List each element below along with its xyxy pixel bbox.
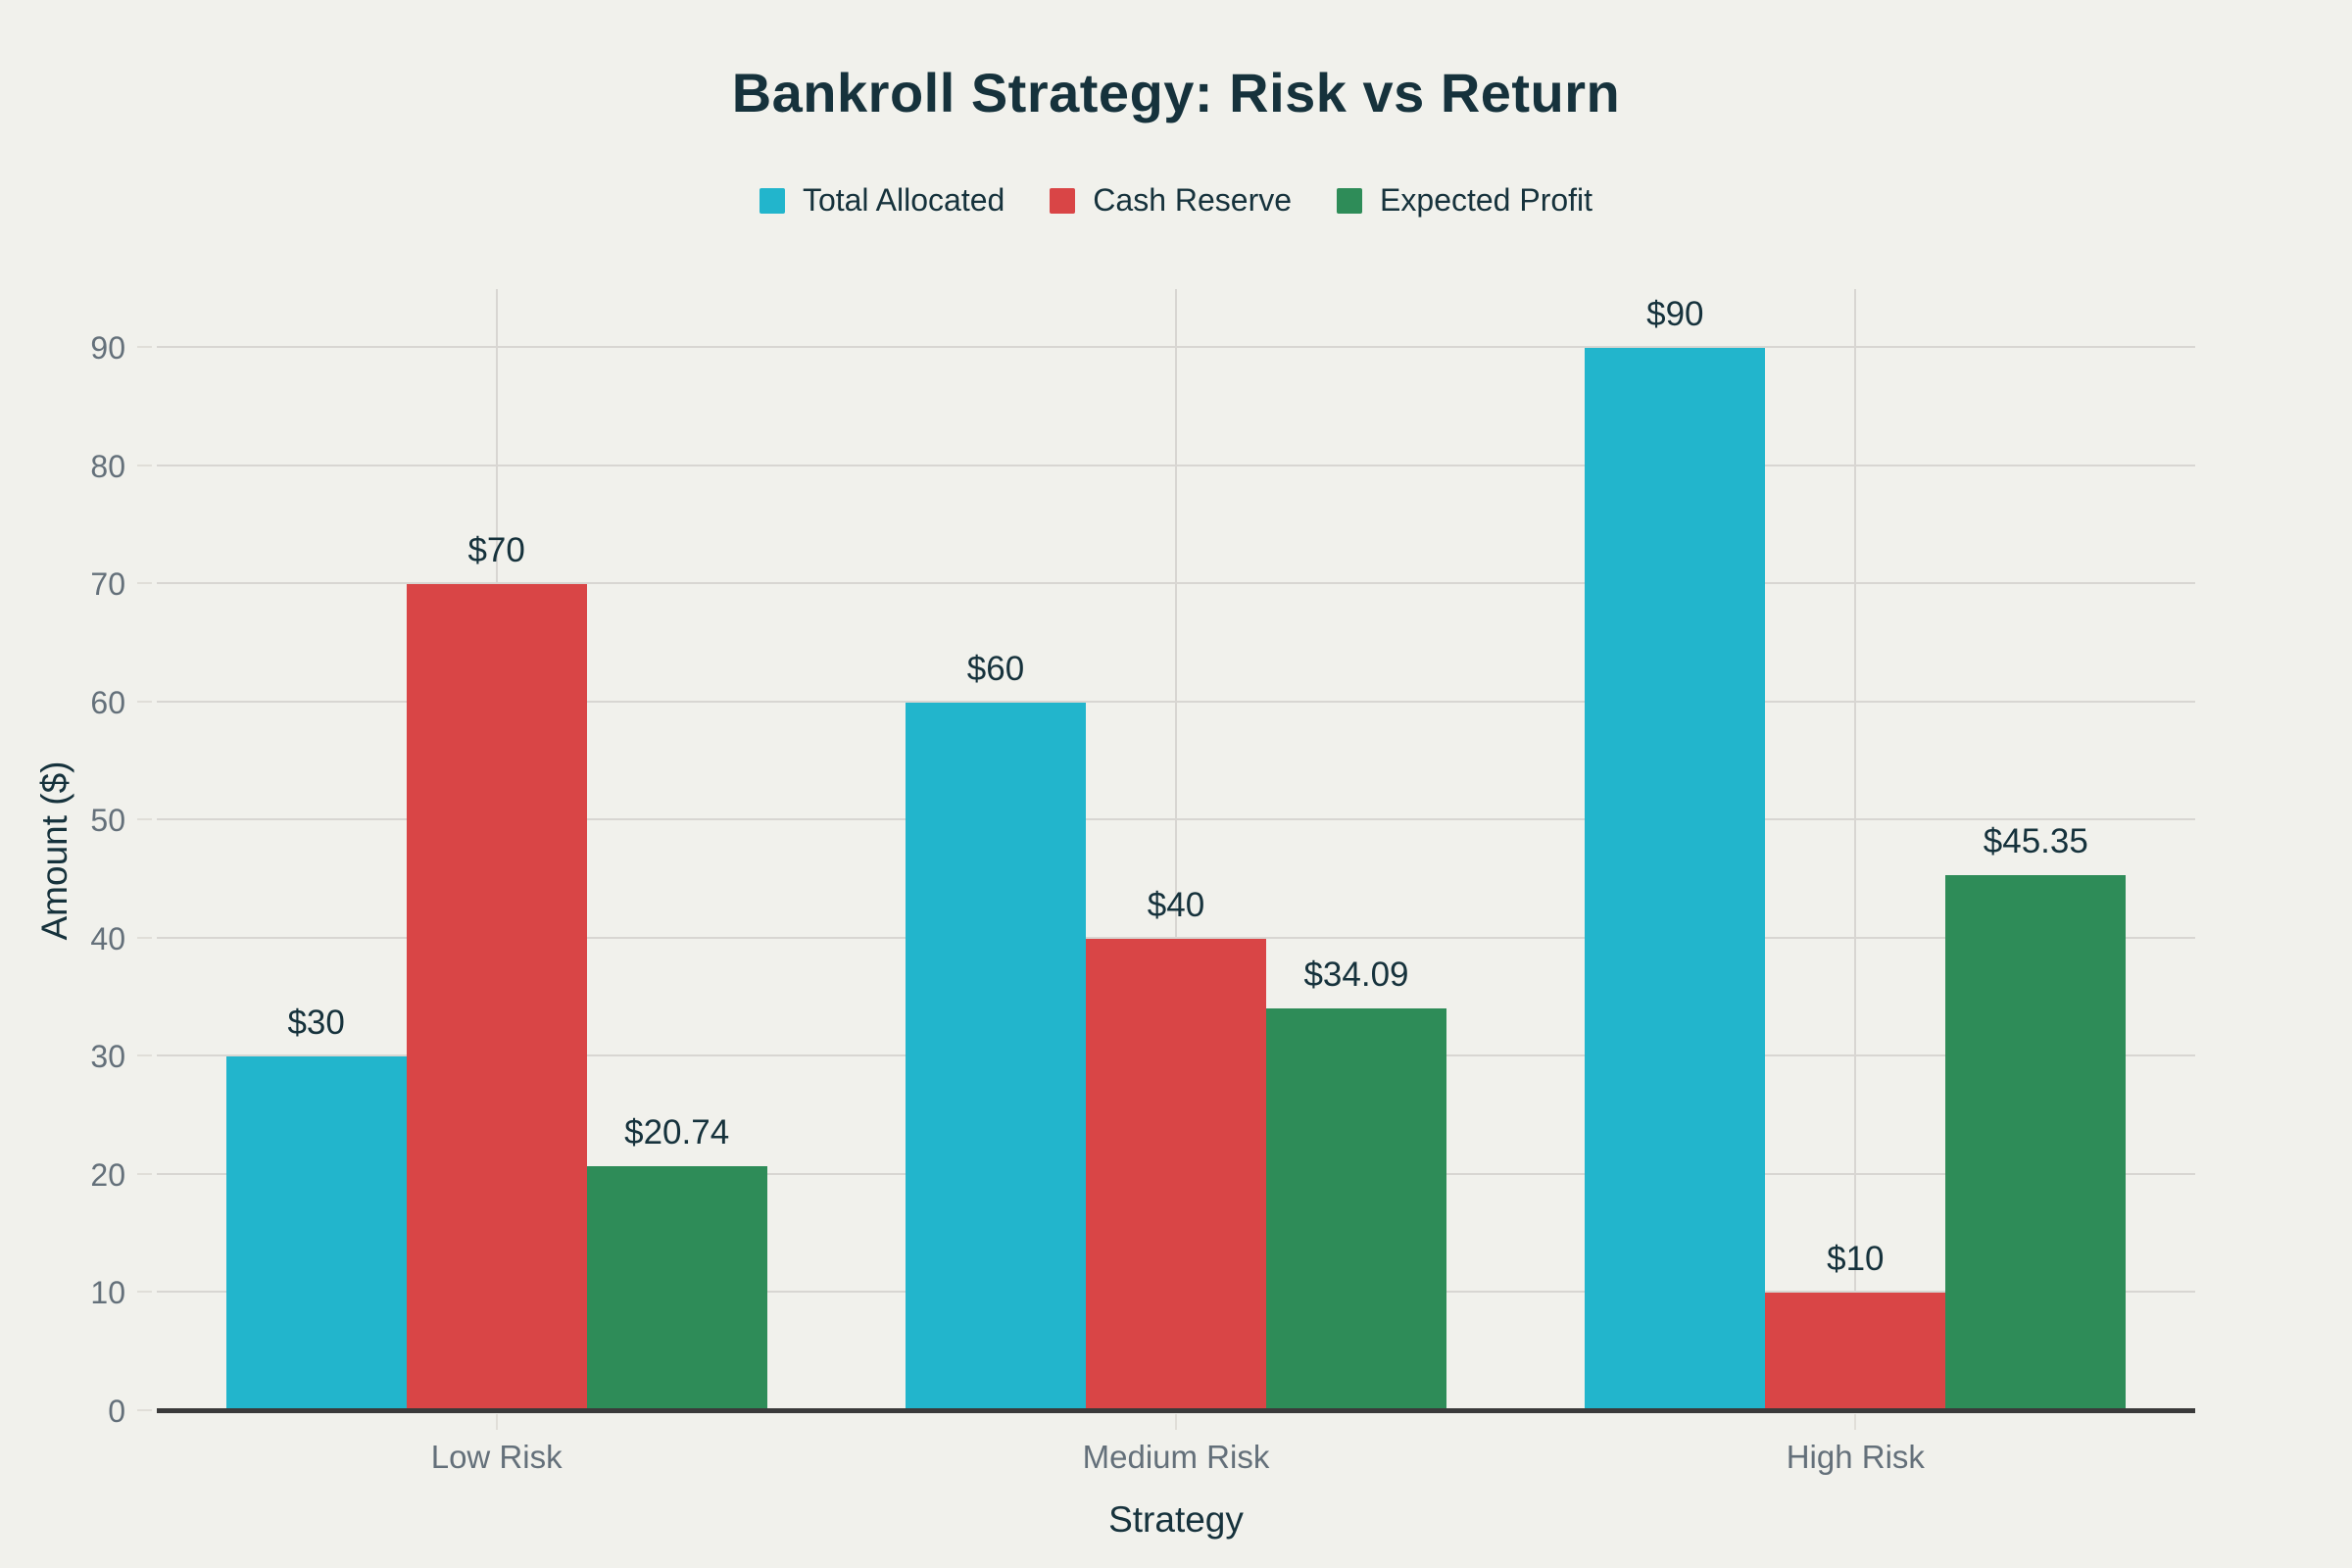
- legend-item-total-allocated[interactable]: Total Allocated: [759, 182, 1005, 219]
- x-tick-mark: [495, 1414, 498, 1430]
- y-gridline: [157, 818, 2195, 821]
- y-tick-mark: [137, 1054, 152, 1057]
- bar-groups: $30 $70 $20.74 $60 $40 $34.09 $90 $10 $45.35: [157, 289, 2195, 1411]
- x-axis-title: Strategy: [1108, 1499, 1244, 1540]
- y-gridline: [157, 936, 2195, 939]
- y-tick-label: 70: [90, 566, 125, 603]
- y-tick-mark: [137, 582, 152, 585]
- x-tick-mark: [1854, 1414, 1857, 1430]
- bar-expected-profit: $34.09: [1265, 956, 1446, 1411]
- y-tick-label: 80: [90, 448, 125, 484]
- y-tick-label: 10: [90, 1275, 125, 1311]
- bar-cash-reserve: $10: [1765, 1240, 1946, 1411]
- bar-value-label: $30: [287, 1004, 345, 1043]
- y-tick-label: 50: [90, 803, 125, 839]
- legend-swatch-icon: [1050, 187, 1076, 214]
- y-tick-mark: [137, 464, 152, 466]
- bar-cash-reserve: $70: [406, 531, 587, 1411]
- bar-group-low-risk: $30 $70 $20.74: [157, 289, 836, 1411]
- y-tick-mark: [137, 818, 152, 821]
- chart-title: Bankroll Strategy: Risk vs Return: [731, 62, 1621, 123]
- x-category-label: High Risk: [1786, 1439, 1925, 1475]
- bar-value-label: $70: [467, 531, 525, 570]
- legend-item-cash-reserve[interactable]: Cash Reserve: [1050, 182, 1292, 219]
- bar-expected-profit: $45.35: [1945, 822, 2127, 1411]
- bar-value-label: $40: [1147, 885, 1205, 924]
- bar-value-label: $60: [966, 649, 1025, 688]
- bar-group-high-risk: $90 $10 $45.35: [1516, 289, 2195, 1411]
- y-tick-mark: [137, 346, 152, 349]
- bar-total-allocated: $30: [225, 1004, 407, 1411]
- category-gridline: [1175, 289, 1177, 1411]
- y-tick-label: 60: [90, 684, 125, 720]
- y-axis-title: Amount ($): [34, 760, 74, 941]
- y-tick-mark: [137, 1291, 152, 1294]
- bar-total-allocated: $60: [905, 650, 1086, 1411]
- bar-expected-profit: $20.74: [586, 1113, 767, 1411]
- y-tick-mark: [137, 1409, 152, 1411]
- y-tick-label: 0: [108, 1394, 125, 1429]
- x-axis-line: [157, 1408, 2195, 1413]
- bar-total-allocated: $90: [1585, 295, 1766, 1411]
- y-gridline: [157, 346, 2195, 349]
- bar-group-medium-risk: $60 $40 $34.09: [836, 289, 1515, 1411]
- bar-value-label: $20.74: [624, 1113, 730, 1152]
- y-tick-label: 20: [90, 1156, 125, 1193]
- bar-value-label: $34.09: [1303, 956, 1409, 995]
- legend-label: Expected Profit: [1380, 182, 1593, 218]
- y-gridline: [157, 700, 2195, 703]
- category-gridline: [1854, 289, 1857, 1411]
- bar-value-label: $45.35: [1983, 822, 2088, 861]
- plot-area: 0 10 20 30 40 50 60 70 80 90 Low Risk Medium Risk Hi…: [90, 289, 2195, 1475]
- legend-item-expected-profit[interactable]: Expected Profit: [1337, 182, 1592, 219]
- legend-swatch-icon: [1337, 187, 1363, 214]
- bar-value-label: $10: [1827, 1240, 1885, 1279]
- bar-cash-reserve: $40: [1085, 886, 1266, 1411]
- x-category-label: Low Risk: [430, 1439, 563, 1475]
- legend-label: Total Allocated: [802, 182, 1005, 218]
- y-gridline: [157, 582, 2195, 585]
- y-tick-mark: [137, 936, 152, 939]
- legend-swatch-icon: [759, 187, 785, 214]
- bar-value-label: $90: [1646, 295, 1704, 334]
- y-gridline: [157, 464, 2195, 466]
- y-tick-label: 40: [90, 920, 125, 956]
- legend-label: Cash Reserve: [1093, 182, 1293, 218]
- y-tick-label: 90: [90, 330, 125, 367]
- y-tick-label: 30: [90, 1039, 125, 1075]
- x-category-label: Medium Risk: [1082, 1439, 1270, 1475]
- x-tick-mark: [1175, 1414, 1177, 1430]
- legend: Total Allocated Cash Reserve Expected Prof…: [157, 182, 2195, 219]
- y-tick-mark: [137, 1172, 152, 1175]
- y-tick-mark: [137, 700, 152, 703]
